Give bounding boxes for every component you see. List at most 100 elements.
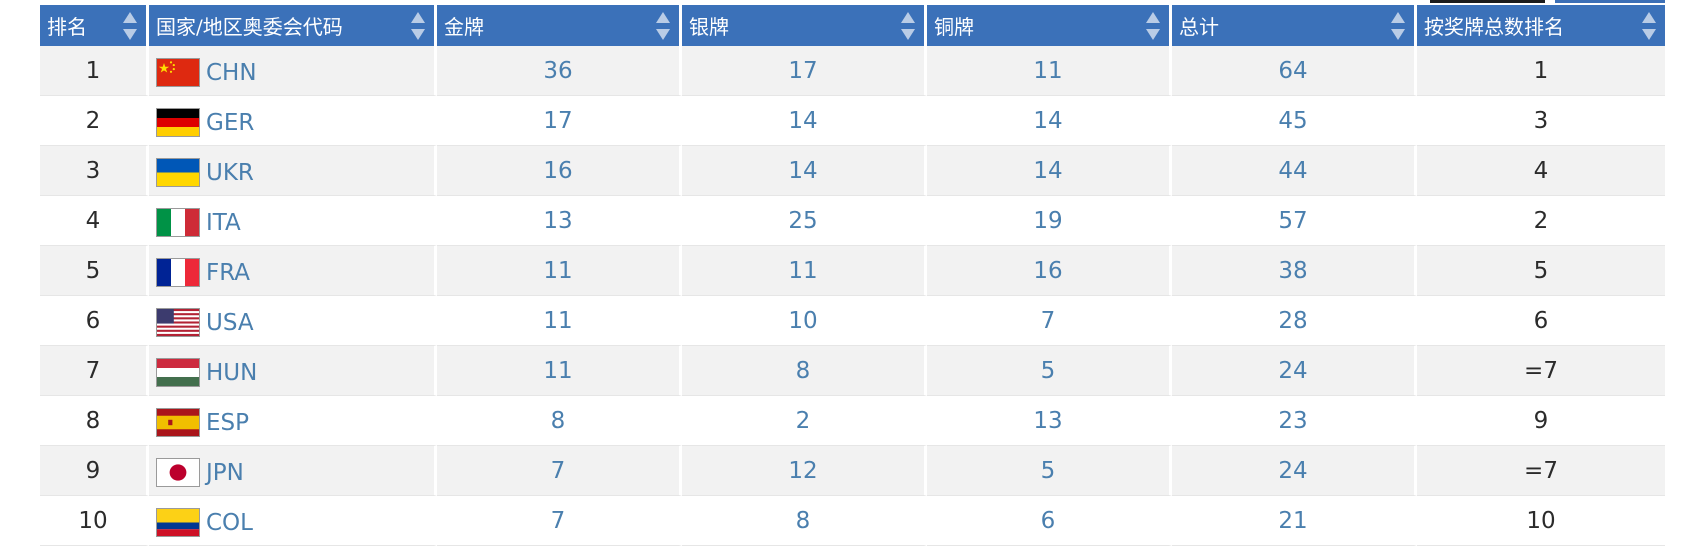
total-cell[interactable]: 24 xyxy=(1172,346,1417,396)
total-cell[interactable]: 21 xyxy=(1172,496,1417,546)
header-noc-code[interactable]: 国家/地区奥委会代码 xyxy=(149,5,437,46)
sort-arrows-icon[interactable] xyxy=(123,12,137,40)
flag-ukraine-icon[interactable] xyxy=(156,158,200,187)
gold-cell[interactable]: 17 xyxy=(437,96,682,146)
flag-usa-icon[interactable] xyxy=(156,308,200,337)
bronze-cell[interactable]: 14 xyxy=(927,96,1172,146)
country-code-link[interactable]: JPN xyxy=(206,459,244,486)
silver-cell[interactable]: 8 xyxy=(682,496,927,546)
country-code-link[interactable]: ESP xyxy=(206,409,250,436)
bronze-cell[interactable]: 11 xyxy=(927,46,1172,96)
header-rank[interactable]: 排名 xyxy=(40,5,149,46)
gold-cell[interactable]: 11 xyxy=(437,346,682,396)
bronze-cell[interactable]: 16 xyxy=(927,246,1172,296)
gold-cell[interactable]: 7 xyxy=(437,446,682,496)
sort-arrows-icon[interactable] xyxy=(1391,12,1405,40)
silver-cell[interactable]: 2 xyxy=(682,396,927,446)
country-code-link[interactable]: HUN xyxy=(206,359,258,386)
gold-cell[interactable]: 11 xyxy=(437,296,682,346)
country-code-link[interactable]: CHN xyxy=(206,59,257,86)
total-cell[interactable]: 28 xyxy=(1172,296,1417,346)
header-silver-label: 银牌 xyxy=(689,15,729,39)
bronze-cell[interactable]: 19 xyxy=(927,196,1172,246)
country-code-link[interactable]: USA xyxy=(206,309,254,336)
rank-cell: 6 xyxy=(40,296,149,346)
bronze-cell[interactable]: 13 xyxy=(927,396,1172,446)
silver-cell[interactable]: 17 xyxy=(682,46,927,96)
rank-cell: 4 xyxy=(40,196,149,246)
sort-arrows-icon[interactable] xyxy=(1642,12,1656,40)
bronze-cell[interactable]: 7 xyxy=(927,296,1172,346)
country-code-link[interactable]: FRA xyxy=(206,259,251,286)
silver-cell[interactable]: 11 xyxy=(682,246,927,296)
bronze-cell[interactable]: 6 xyxy=(927,496,1172,546)
header-gold-label: 金牌 xyxy=(444,15,484,39)
flag-france-icon[interactable] xyxy=(156,258,200,287)
silver-cell[interactable]: 10 xyxy=(682,296,927,346)
rank-cell: 1 xyxy=(40,46,149,96)
flag-china-icon[interactable] xyxy=(156,58,200,87)
country-cell: GER xyxy=(149,96,437,146)
flag-colombia-icon[interactable] xyxy=(156,508,200,537)
header-total-rank[interactable]: 按奖牌总数排名 xyxy=(1417,5,1665,46)
table-row: 5 FRA 11 11 16 38 5 xyxy=(40,246,1665,296)
bronze-cell[interactable]: 5 xyxy=(927,446,1172,496)
top-edge-dark-bar xyxy=(1430,0,1545,3)
silver-cell[interactable]: 12 xyxy=(682,446,927,496)
total-cell[interactable]: 24 xyxy=(1172,446,1417,496)
gold-cell[interactable]: 13 xyxy=(437,196,682,246)
total-cell[interactable]: 23 xyxy=(1172,396,1417,446)
header-bronze[interactable]: 铜牌 xyxy=(927,5,1172,46)
silver-cell[interactable]: 14 xyxy=(682,146,927,196)
flag-italy-icon[interactable] xyxy=(156,208,200,237)
silver-cell[interactable]: 25 xyxy=(682,196,927,246)
header-total-rank-label: 按奖牌总数排名 xyxy=(1424,15,1564,39)
country-code-link[interactable]: ITA xyxy=(206,209,241,236)
country-cell: COL xyxy=(149,496,437,546)
top-edge-blue-bar xyxy=(1555,0,1665,3)
country-code-link[interactable]: UKR xyxy=(206,159,254,186)
sort-arrows-icon[interactable] xyxy=(656,12,670,40)
table-header-row: 排名 国家/地区奥委会代码 金牌 银牌 铜牌 总计 按奖牌总数排名 xyxy=(40,5,1665,46)
country-code-link[interactable]: GER xyxy=(206,109,255,136)
silver-cell[interactable]: 8 xyxy=(682,346,927,396)
total-cell[interactable]: 44 xyxy=(1172,146,1417,196)
total-cell[interactable]: 45 xyxy=(1172,96,1417,146)
total-rank-cell: 9 xyxy=(1417,396,1665,446)
rank-cell: 5 xyxy=(40,246,149,296)
gold-cell[interactable]: 16 xyxy=(437,146,682,196)
gold-cell[interactable]: 11 xyxy=(437,246,682,296)
total-cell[interactable]: 38 xyxy=(1172,246,1417,296)
medal-table: 排名 国家/地区奥委会代码 金牌 银牌 铜牌 总计 按奖牌总数排名 1 CHN … xyxy=(40,5,1665,546)
gold-cell[interactable]: 36 xyxy=(437,46,682,96)
flag-germany-icon[interactable] xyxy=(156,108,200,137)
bronze-cell[interactable]: 5 xyxy=(927,346,1172,396)
header-total-label: 总计 xyxy=(1179,15,1219,39)
bronze-cell[interactable]: 14 xyxy=(927,146,1172,196)
country-cell: UKR xyxy=(149,146,437,196)
country-cell: FRA xyxy=(149,246,437,296)
sort-arrows-icon[interactable] xyxy=(411,12,425,40)
silver-cell[interactable]: 14 xyxy=(682,96,927,146)
total-rank-cell: 1 xyxy=(1417,46,1665,96)
flag-spain-icon[interactable] xyxy=(156,408,200,437)
rank-cell: 10 xyxy=(40,496,149,546)
gold-cell[interactable]: 7 xyxy=(437,496,682,546)
country-cell: USA xyxy=(149,296,437,346)
header-gold[interactable]: 金牌 xyxy=(437,5,682,46)
header-total[interactable]: 总计 xyxy=(1172,5,1417,46)
rank-cell: 7 xyxy=(40,346,149,396)
gold-cell[interactable]: 8 xyxy=(437,396,682,446)
header-noc-code-label: 国家/地区奥委会代码 xyxy=(156,15,343,39)
flag-hungary-icon[interactable] xyxy=(156,358,200,387)
total-rank-cell: 6 xyxy=(1417,296,1665,346)
total-cell[interactable]: 64 xyxy=(1172,46,1417,96)
rank-cell: 2 xyxy=(40,96,149,146)
sort-arrows-icon[interactable] xyxy=(1146,12,1160,40)
country-code-link[interactable]: COL xyxy=(206,509,253,536)
sort-arrows-icon[interactable] xyxy=(901,12,915,40)
header-silver[interactable]: 银牌 xyxy=(682,5,927,46)
flag-japan-icon[interactable] xyxy=(156,458,200,487)
total-cell[interactable]: 57 xyxy=(1172,196,1417,246)
total-rank-cell: 10 xyxy=(1417,496,1665,546)
